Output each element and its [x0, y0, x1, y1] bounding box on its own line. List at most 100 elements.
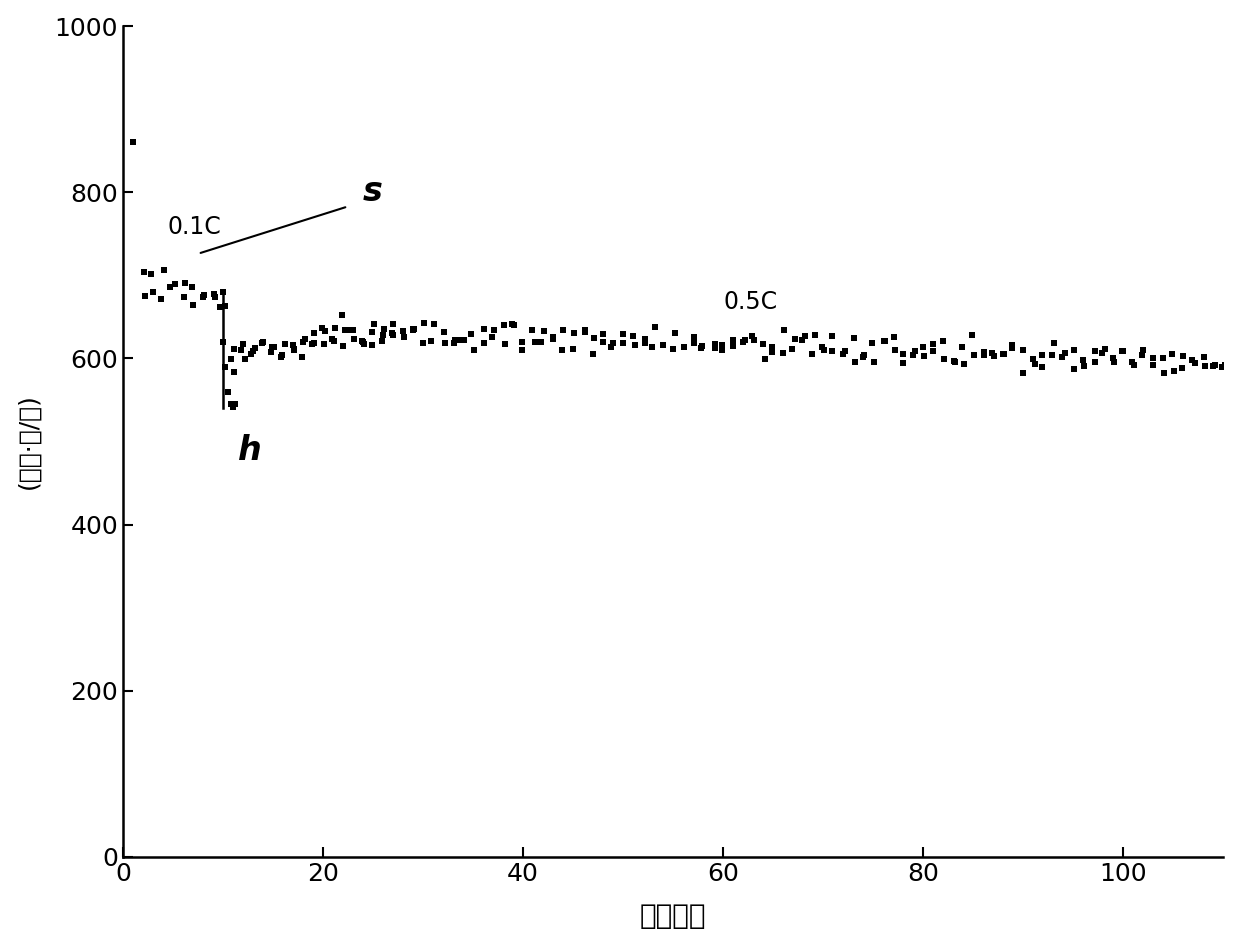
Point — [221, 397, 241, 412]
Point — [723, 332, 743, 348]
Point — [635, 335, 655, 350]
Point — [362, 324, 382, 339]
Point — [763, 345, 782, 360]
Point — [512, 343, 532, 358]
Point — [175, 290, 195, 305]
Point — [833, 346, 853, 361]
Point — [1002, 341, 1022, 356]
Point — [874, 333, 894, 348]
Point — [242, 347, 262, 362]
Point — [994, 347, 1014, 362]
Point — [314, 336, 334, 351]
Point — [673, 339, 693, 354]
Point — [993, 347, 1013, 362]
Point — [645, 319, 665, 334]
Point — [343, 331, 363, 347]
Point — [445, 333, 465, 348]
Point — [403, 322, 423, 337]
Point — [1143, 357, 1163, 372]
Point — [802, 347, 822, 362]
Point — [502, 317, 522, 332]
Point — [601, 340, 621, 355]
Point — [1052, 350, 1071, 366]
Point — [223, 399, 243, 414]
Point — [1195, 359, 1215, 374]
Point — [218, 384, 238, 400]
Point — [192, 290, 212, 305]
Point — [262, 345, 281, 360]
Point — [543, 330, 563, 345]
Point — [403, 322, 423, 337]
Point — [932, 333, 952, 348]
Point — [1064, 343, 1084, 358]
Point — [295, 331, 315, 347]
Point — [372, 333, 392, 348]
Point — [373, 328, 393, 343]
Point — [761, 339, 781, 354]
Point — [474, 336, 494, 351]
Point — [1215, 357, 1235, 372]
Point — [223, 341, 243, 356]
Point — [663, 341, 683, 356]
Point — [413, 335, 433, 350]
Point — [262, 339, 281, 354]
Point — [353, 336, 373, 351]
Point — [1024, 356, 1044, 371]
Point — [543, 331, 563, 347]
Point — [216, 298, 236, 313]
Point — [211, 299, 231, 314]
Point — [575, 324, 595, 339]
Point — [894, 347, 914, 362]
Point — [252, 335, 272, 350]
Point — [635, 331, 655, 347]
Point — [324, 333, 343, 348]
Point — [982, 345, 1002, 360]
Point — [1085, 344, 1105, 359]
Point — [312, 320, 332, 335]
Point — [1194, 349, 1214, 365]
Point — [903, 348, 923, 363]
Point — [305, 335, 325, 350]
Point — [203, 287, 223, 302]
Point — [213, 284, 233, 299]
Point — [244, 340, 264, 355]
Point — [1044, 335, 1064, 350]
Point — [123, 134, 143, 150]
Point — [774, 323, 794, 338]
Point — [564, 326, 584, 341]
Point — [224, 397, 244, 412]
Point — [343, 322, 363, 337]
Point — [1043, 348, 1063, 363]
Y-axis label: (毛安·时/克): (毛安·时/克) — [16, 394, 41, 490]
Point — [692, 341, 712, 356]
Point — [293, 334, 312, 349]
Point — [243, 343, 263, 358]
Point — [744, 332, 764, 348]
Point — [352, 333, 372, 348]
Point — [683, 335, 703, 350]
Point — [642, 340, 662, 355]
Point — [754, 337, 774, 352]
Point — [451, 332, 471, 348]
Point — [1002, 338, 1022, 353]
Point — [465, 342, 485, 357]
Point — [1095, 342, 1115, 357]
Point — [785, 331, 805, 347]
Point — [755, 351, 775, 366]
Point — [885, 342, 905, 357]
Point — [331, 307, 351, 322]
Point — [272, 349, 291, 365]
Point — [374, 321, 394, 336]
Point — [712, 338, 732, 353]
Point — [474, 321, 494, 336]
Point — [404, 321, 424, 336]
Point — [684, 330, 704, 345]
Point — [394, 330, 414, 345]
Point — [293, 349, 312, 365]
Text: s: s — [363, 174, 383, 207]
Point — [962, 328, 982, 343]
Point — [894, 355, 914, 370]
Point — [1074, 358, 1094, 373]
Point — [985, 348, 1004, 364]
Point — [812, 339, 832, 354]
